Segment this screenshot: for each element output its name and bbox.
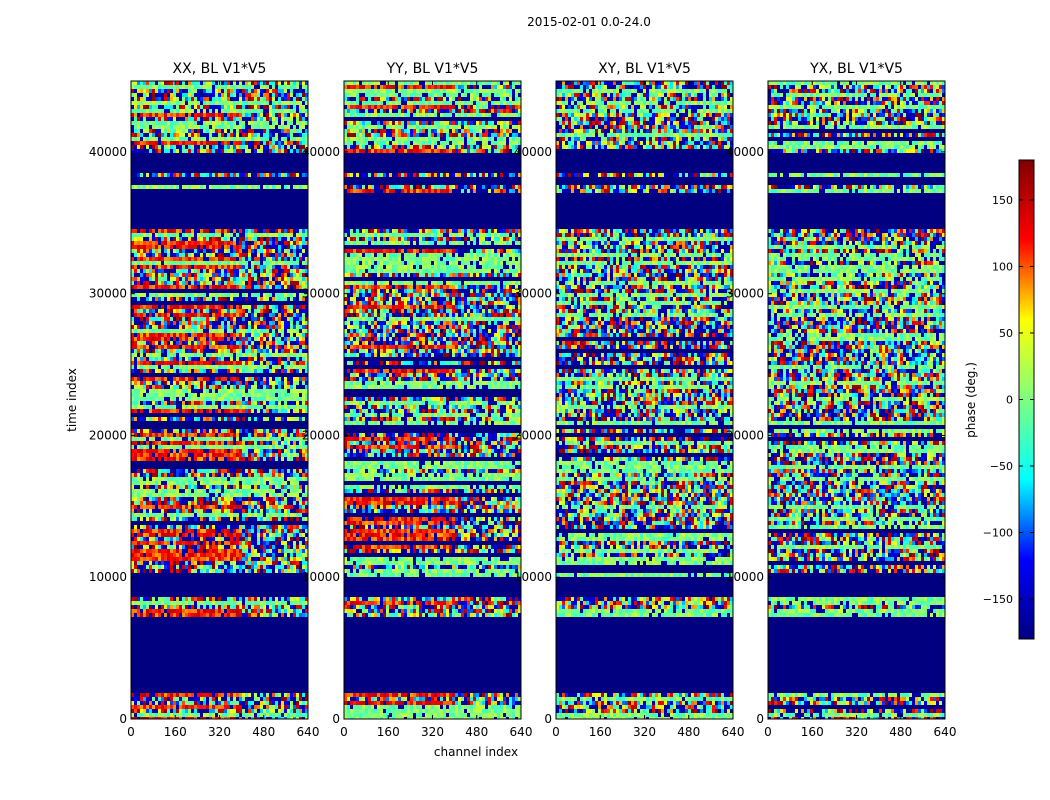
heatmap-image [768, 81, 945, 719]
panel-xy: XY, BL V1*V5 0 160 320 480 640 0 10000 20000 3000… [514, 61, 745, 739]
figure-title: 2015-02-01 0.0-24.0 [527, 15, 651, 29]
panel-xx: XX, BL V1*V5 0 160 320 480 640 0 10000 20000 3000… [89, 61, 320, 739]
x-tick-label: 0 [340, 725, 348, 739]
x-tick-label: 0 [552, 725, 560, 739]
y-tick-label: 10000 [302, 570, 340, 584]
x-tick-label: 320 [208, 725, 231, 739]
x-tick-label: 640 [722, 725, 745, 739]
y-tick-label: 30000 [514, 287, 552, 301]
x-tick-label: 160 [377, 725, 400, 739]
colorbar-tick-label: 100 [992, 260, 1013, 273]
y-tick-label: 30000 [726, 287, 764, 301]
colorbar-tick-label: −150 [983, 593, 1013, 606]
y-tick-label: 40000 [514, 145, 552, 159]
y-tick-label: 0 [544, 712, 552, 726]
heatmap-image [344, 81, 521, 719]
panel-yy: YY, BL V1*V5 0 160 320 480 640 0 10000 20000 3000… [302, 61, 533, 739]
y-tick-label: 40000 [89, 145, 127, 159]
y-tick-label: 10000 [514, 570, 552, 584]
x-tick-label: 160 [801, 725, 824, 739]
x-tick-label: 320 [421, 725, 444, 739]
y-tick-label: 20000 [302, 428, 340, 442]
heatmap-image [131, 81, 308, 719]
x-tick-label: 640 [510, 725, 533, 739]
y-tick-label: 40000 [302, 145, 340, 159]
x-axis-label: channel index [434, 745, 518, 759]
y-tick-label: 20000 [514, 428, 552, 442]
y-tick-label: 30000 [302, 287, 340, 301]
x-tick-label: 640 [297, 725, 320, 739]
colorbar-tick-label: 150 [992, 194, 1013, 207]
colorbar: −150 −100 −50 0 50 100 150 [983, 159, 1035, 640]
y-tick-label: 0 [332, 712, 340, 726]
y-tick-label: 10000 [89, 570, 127, 584]
x-tick-label: 480 [252, 725, 275, 739]
panel-title: XY, BL V1*V5 [598, 61, 691, 77]
colorbar-tick-label: −50 [990, 460, 1013, 473]
panels: XX, BL V1*V5 0 160 320 480 640 0 10000 20000 3000… [89, 61, 957, 739]
y-tick-label: 30000 [89, 287, 127, 301]
x-tick-label: 640 [934, 725, 957, 739]
x-tick-label: 0 [764, 725, 772, 739]
y-tick-label: 10000 [726, 570, 764, 584]
x-tick-label: 480 [465, 725, 488, 739]
y-tick-label: 20000 [89, 428, 127, 442]
colorbar-tick-label: −100 [983, 527, 1013, 540]
x-tick-label: 480 [889, 725, 912, 739]
colorbar-label: phase (deg.) [964, 362, 978, 438]
x-tick-label: 160 [589, 725, 612, 739]
panel-title: YY, BL V1*V5 [386, 61, 479, 77]
panel-title: YX, BL V1*V5 [809, 61, 903, 77]
x-tick-label: 0 [127, 725, 135, 739]
colorbar-tick-label: 50 [999, 327, 1013, 340]
y-tick-label: 0 [756, 712, 764, 726]
y-tick-label: 20000 [726, 428, 764, 442]
x-tick-label: 480 [677, 725, 700, 739]
heatmap-image [556, 81, 733, 719]
x-tick-label: 160 [164, 725, 187, 739]
panel-yx: YX, BL V1*V5 0 160 320 480 640 0 10000 20000 3000… [726, 61, 957, 739]
colorbar-tick-label: 0 [1006, 394, 1013, 407]
x-tick-label: 320 [845, 725, 868, 739]
y-tick-label: 40000 [726, 145, 764, 159]
panel-title: XX, BL V1*V5 [173, 61, 267, 77]
x-tick-label: 320 [633, 725, 656, 739]
y-tick-label: 0 [119, 712, 127, 726]
y-axis-label: time index [65, 368, 79, 432]
